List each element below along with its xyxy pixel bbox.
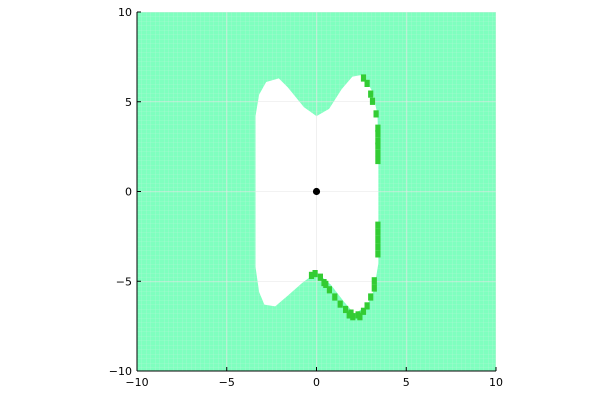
- x-tick-label: 0: [313, 376, 320, 389]
- boundary-cell: [375, 250, 381, 258]
- boundary-cell: [375, 156, 381, 165]
- boundary-cell: [375, 235, 381, 244]
- y-tick-label: 0: [125, 186, 132, 199]
- boundary-cell: [369, 97, 376, 105]
- boundary-cell: [312, 270, 318, 278]
- boundary-cell: [348, 309, 354, 317]
- boundary-cell: [368, 293, 374, 301]
- boundary-cell: [375, 142, 381, 150]
- boundary-cell: [357, 313, 363, 321]
- boundary-cell: [364, 79, 370, 87]
- x-tick-label: −10: [125, 376, 148, 389]
- boundary-cell: [371, 284, 377, 292]
- boundary-cell: [332, 293, 338, 301]
- boundary-cell: [360, 307, 367, 315]
- boundary-cell: [368, 90, 374, 98]
- boundary-cell: [375, 149, 381, 157]
- boundary-cell: [326, 286, 332, 294]
- boundary-cell: [337, 300, 343, 308]
- boundary-cell: [360, 74, 367, 82]
- boundary-cell: [375, 221, 381, 229]
- boundary-cell: [375, 130, 381, 138]
- center-point: [312, 187, 321, 196]
- boundary-cell: [323, 280, 329, 288]
- boundary-cell: [375, 137, 381, 145]
- boundary-cell: [375, 228, 381, 236]
- axes: [136, 11, 497, 372]
- boundary-cell: [373, 110, 379, 118]
- boundary-cells: [308, 74, 381, 321]
- boundary-cell: [343, 305, 349, 314]
- boundary-cell: [375, 243, 381, 251]
- y-tick-label: 10: [118, 6, 132, 19]
- boundary-cell: [317, 273, 323, 281]
- x-tick-label: 5: [403, 376, 410, 389]
- y-tick-label: −10: [109, 365, 132, 378]
- boundary-cell: [375, 124, 381, 132]
- boundary-cell: [308, 271, 315, 279]
- boundary-cell: [364, 302, 370, 310]
- tick-labels: −10 −5 0 5 10 −10 −5 0 5 10: [109, 6, 503, 389]
- x-tick-label: −5: [219, 376, 235, 389]
- boundary-cell: [371, 277, 377, 285]
- x-tick-label: 10: [489, 376, 503, 389]
- y-tick-label: −5: [116, 275, 132, 288]
- plot-area: [137, 12, 496, 371]
- y-tick-label: 5: [125, 96, 132, 109]
